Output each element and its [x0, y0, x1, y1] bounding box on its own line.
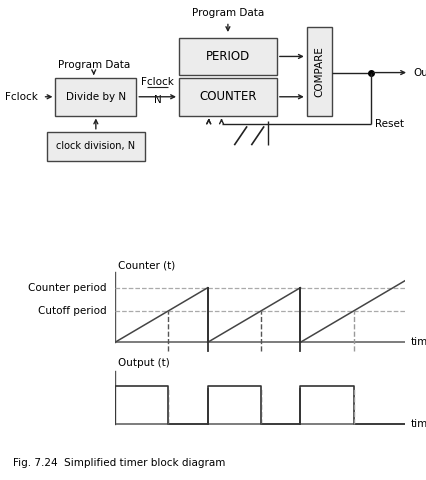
Text: Divide by N: Divide by N: [66, 92, 126, 102]
Text: Fclock: Fclock: [141, 77, 174, 87]
Text: COMPARE: COMPARE: [314, 46, 325, 96]
Text: Counter period: Counter period: [28, 283, 106, 293]
Text: time: time: [411, 337, 426, 348]
Text: Reset: Reset: [375, 119, 404, 129]
Text: PERIOD: PERIOD: [206, 50, 250, 63]
Text: clock division, N: clock division, N: [56, 142, 135, 152]
Text: Program Data: Program Data: [58, 60, 130, 70]
Bar: [307, 27, 332, 116]
Text: N: N: [154, 96, 161, 106]
Text: Output (t): Output (t): [118, 358, 170, 368]
Bar: [55, 78, 136, 116]
Text: Output: Output: [413, 68, 426, 78]
Text: COUNTER: COUNTER: [199, 90, 256, 103]
Bar: [179, 78, 277, 116]
Text: Program Data: Program Data: [192, 9, 264, 18]
Bar: [47, 132, 145, 161]
Text: Cutoff period: Cutoff period: [38, 306, 106, 316]
Text: Counter (t): Counter (t): [118, 261, 175, 271]
Bar: [179, 37, 277, 75]
Text: Fclock: Fclock: [5, 92, 38, 102]
Text: time: time: [411, 419, 426, 429]
Text: Fig. 7.24  Simplified timer block diagram: Fig. 7.24 Simplified timer block diagram: [13, 458, 225, 468]
